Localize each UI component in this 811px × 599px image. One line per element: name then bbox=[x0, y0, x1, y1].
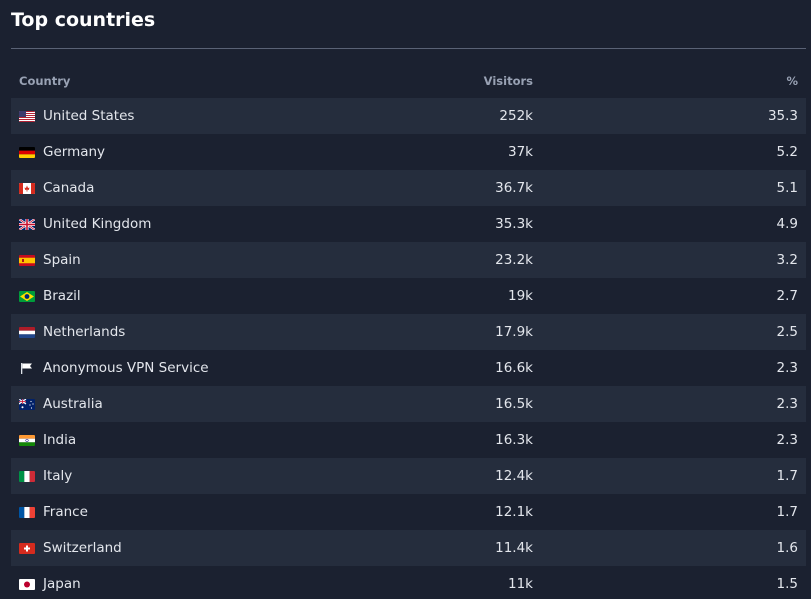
it-flag-icon bbox=[19, 470, 35, 482]
us-flag-icon bbox=[19, 110, 35, 122]
fr-flag-icon bbox=[19, 506, 35, 518]
country-name: Japan bbox=[43, 576, 81, 592]
gb-flag-icon bbox=[19, 218, 35, 230]
table-row[interactable]: Germany 37k 5.2 bbox=[11, 134, 806, 170]
panel-title: Top countries bbox=[11, 9, 156, 31]
column-header-percent[interactable]: % bbox=[786, 74, 798, 88]
country-cell: Netherlands bbox=[19, 324, 125, 340]
percent-cell: 1.6 bbox=[776, 540, 798, 556]
visitors-cell: 16.6k bbox=[495, 360, 533, 376]
visitors-cell: 37k bbox=[508, 144, 533, 160]
table-row[interactable]: Australia 16.5k 2.3 bbox=[11, 386, 806, 422]
country-cell: France bbox=[19, 504, 88, 520]
country-name: Switzerland bbox=[43, 540, 122, 556]
column-header-country[interactable]: Country bbox=[19, 74, 71, 88]
visitors-cell: 11.4k bbox=[495, 540, 533, 556]
country-cell: Anonymous VPN Service bbox=[19, 360, 209, 376]
country-name: Netherlands bbox=[43, 324, 126, 340]
title-divider bbox=[11, 48, 806, 49]
table-row[interactable]: Canada 36.7k 5.1 bbox=[11, 170, 806, 206]
percent-cell: 2.3 bbox=[776, 360, 798, 376]
es-flag-icon bbox=[19, 254, 35, 266]
country-cell: Italy bbox=[19, 468, 72, 484]
country-cell: Australia bbox=[19, 396, 103, 412]
country-name: France bbox=[43, 504, 88, 520]
table-row[interactable]: Spain 23.2k 3.2 bbox=[11, 242, 806, 278]
country-cell: Japan bbox=[19, 576, 81, 592]
jp-flag-icon bbox=[19, 578, 35, 590]
percent-cell: 3.2 bbox=[776, 252, 798, 268]
visitors-cell: 252k bbox=[499, 108, 533, 124]
nl-flag-icon bbox=[19, 326, 35, 338]
country-name: Italy bbox=[43, 468, 73, 484]
country-name: Australia bbox=[43, 396, 103, 412]
table-row[interactable]: Switzerland 11.4k 1.6 bbox=[11, 530, 806, 566]
visitors-cell: 16.5k bbox=[495, 396, 533, 412]
ch-flag-icon bbox=[19, 542, 35, 554]
table-row[interactable]: India 16.3k 2.3 bbox=[11, 422, 806, 458]
visitors-cell: 12.4k bbox=[495, 468, 533, 484]
visitors-cell: 12.1k bbox=[495, 504, 533, 520]
br-flag-icon bbox=[19, 290, 35, 302]
country-name: Spain bbox=[43, 252, 81, 268]
column-header-visitors[interactable]: Visitors bbox=[483, 74, 533, 88]
country-name: United Kingdom bbox=[43, 216, 152, 232]
table-body: United States 252k 35.3 Germany 37k 5.2 Canada… bbox=[11, 98, 806, 599]
country-cell: India bbox=[19, 432, 76, 448]
country-cell: Spain bbox=[19, 252, 81, 268]
visitors-cell: 36.7k bbox=[495, 180, 533, 196]
country-cell: Germany bbox=[19, 144, 105, 160]
percent-cell: 1.5 bbox=[776, 576, 798, 592]
de-flag-icon bbox=[19, 146, 35, 158]
visitors-cell: 35.3k bbox=[495, 216, 533, 232]
table-header: Country Visitors % bbox=[11, 64, 806, 98]
percent-cell: 4.9 bbox=[776, 216, 798, 232]
table-row[interactable]: Brazil 19k 2.7 bbox=[11, 278, 806, 314]
percent-cell: 5.1 bbox=[776, 180, 798, 196]
visitors-cell: 19k bbox=[508, 288, 533, 304]
country-name: Brazil bbox=[43, 288, 81, 304]
table-row[interactable]: Anonymous VPN Service 16.6k 2.3 bbox=[11, 350, 806, 386]
percent-cell: 2.3 bbox=[776, 396, 798, 412]
country-name: Germany bbox=[43, 144, 106, 160]
country-name: India bbox=[43, 432, 77, 448]
percent-cell: 2.3 bbox=[776, 432, 798, 448]
country-name: Canada bbox=[43, 180, 95, 196]
table-row[interactable]: Japan 11k 1.5 bbox=[11, 566, 806, 599]
percent-cell: 2.5 bbox=[776, 324, 798, 340]
country-name: Anonymous VPN Service bbox=[43, 360, 209, 376]
percent-cell: 2.7 bbox=[776, 288, 798, 304]
country-cell: Brazil bbox=[19, 288, 81, 304]
country-cell: Switzerland bbox=[19, 540, 122, 556]
visitors-cell: 11k bbox=[508, 576, 533, 592]
table-row[interactable]: Italy 12.4k 1.7 bbox=[11, 458, 806, 494]
percent-cell: 5.2 bbox=[776, 144, 798, 160]
country-cell: Canada bbox=[19, 180, 94, 196]
visitors-cell: 16.3k bbox=[495, 432, 533, 448]
visitors-cell: 23.2k bbox=[495, 252, 533, 268]
percent-cell: 35.3 bbox=[767, 108, 798, 124]
percent-cell: 1.7 bbox=[776, 468, 798, 484]
percent-cell: 1.7 bbox=[776, 504, 798, 520]
countries-table: Country Visitors % United States 252k 35.3… bbox=[11, 64, 806, 599]
table-row[interactable]: France 12.1k 1.7 bbox=[11, 494, 806, 530]
in-flag-icon bbox=[19, 434, 35, 446]
visitors-cell: 17.9k bbox=[495, 324, 533, 340]
country-name: United States bbox=[43, 108, 135, 124]
table-row[interactable]: United States 252k 35.3 bbox=[11, 98, 806, 134]
country-cell: United States bbox=[19, 108, 134, 124]
au-flag-icon bbox=[19, 398, 35, 410]
white-flag-icon bbox=[19, 362, 35, 374]
ca-flag-icon bbox=[19, 182, 35, 194]
table-row[interactable]: Netherlands 17.9k 2.5 bbox=[11, 314, 806, 350]
table-row[interactable]: United Kingdom 35.3k 4.9 bbox=[11, 206, 806, 242]
country-cell: United Kingdom bbox=[19, 216, 151, 232]
